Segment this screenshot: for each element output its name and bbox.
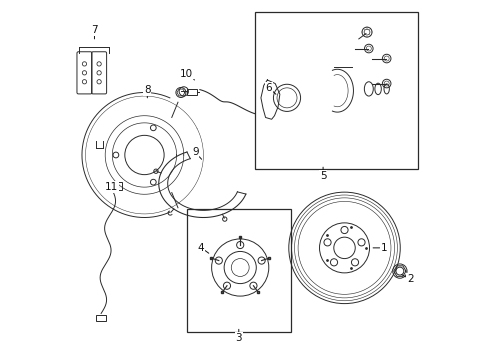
Text: 11: 11 (105, 182, 119, 192)
Text: 8: 8 (144, 85, 150, 98)
Bar (187, 208, 290, 332)
Text: 9: 9 (191, 147, 201, 159)
Text: 3: 3 (235, 329, 242, 343)
Text: 2: 2 (401, 274, 413, 284)
Text: 7: 7 (91, 25, 98, 39)
Text: 5: 5 (319, 167, 325, 181)
Text: 1: 1 (372, 243, 386, 253)
Text: 10: 10 (180, 68, 194, 80)
Text: 6: 6 (265, 83, 275, 94)
Bar (255, 12, 417, 169)
Text: 4: 4 (197, 243, 208, 253)
